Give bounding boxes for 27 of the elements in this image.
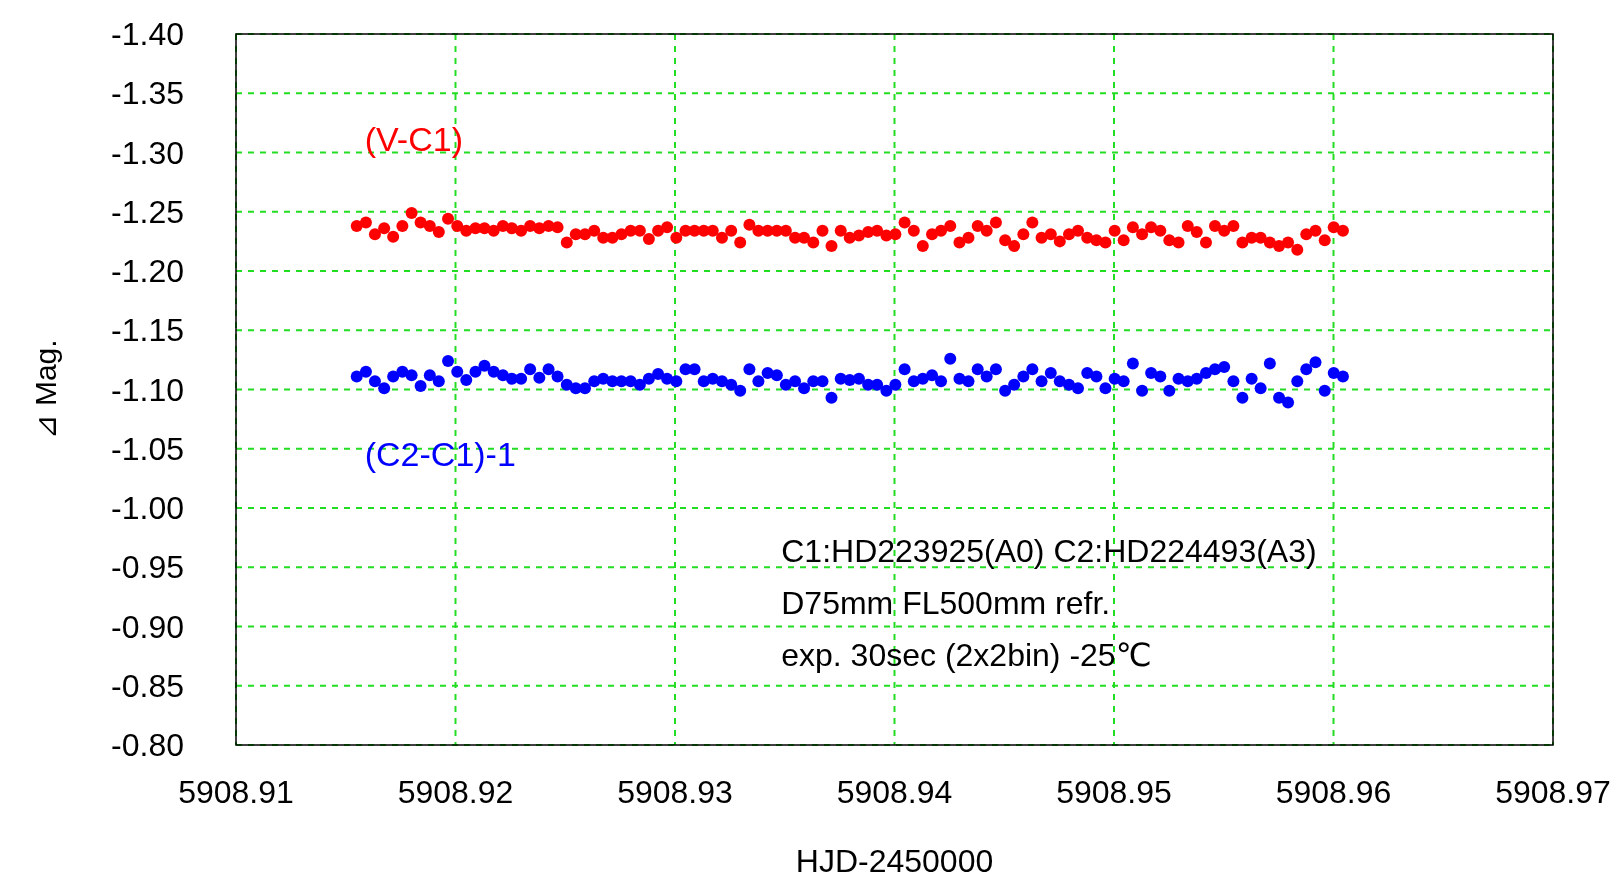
annotation: C1:HD223925(A0) C2:HD224493(A3): [781, 532, 1317, 569]
x-tick-label: 5908.94: [836, 774, 953, 810]
y-tick-label: -1.00: [111, 490, 184, 526]
series-label: (V-C1): [364, 119, 463, 158]
y-tick-label: -0.90: [111, 608, 184, 645]
x-tick-label: 5908.97: [1495, 774, 1611, 810]
x-tick-label: 5908.95: [1056, 774, 1172, 810]
y-tick-label: -1.40: [111, 16, 184, 52]
x-tick-label: 5908.91: [178, 774, 294, 810]
y-tick-label: -0.95: [111, 549, 184, 586]
series-label: (C2-C1)-1: [364, 435, 516, 474]
y-tick-label: -0.80: [111, 727, 184, 763]
annotation: exp. 30sec (2x2bin) -25℃: [781, 636, 1152, 673]
annotation: D75mm FL500mm refr.: [781, 584, 1111, 621]
y-axis-title: ⊿ Mag.: [29, 339, 62, 440]
y-tick-label: -1.15: [111, 312, 184, 349]
y-tick-label: -1.05: [111, 430, 184, 467]
x-tick-label: 5908.92: [397, 774, 514, 810]
x-tick-label: 5908.93: [617, 774, 733, 810]
y-tick-label: -1.25: [111, 193, 184, 230]
x-axis-title: HJD-2450000: [795, 843, 994, 879]
y-tick-label: -0.85: [111, 667, 184, 704]
y-tick-label: -1.20: [111, 253, 184, 289]
y-tick-label: -1.30: [111, 134, 184, 171]
y-tick-label: -1.10: [111, 371, 184, 408]
y-tick-label: -1.35: [111, 75, 184, 112]
x-tick-label: 5908.96: [1275, 774, 1392, 810]
